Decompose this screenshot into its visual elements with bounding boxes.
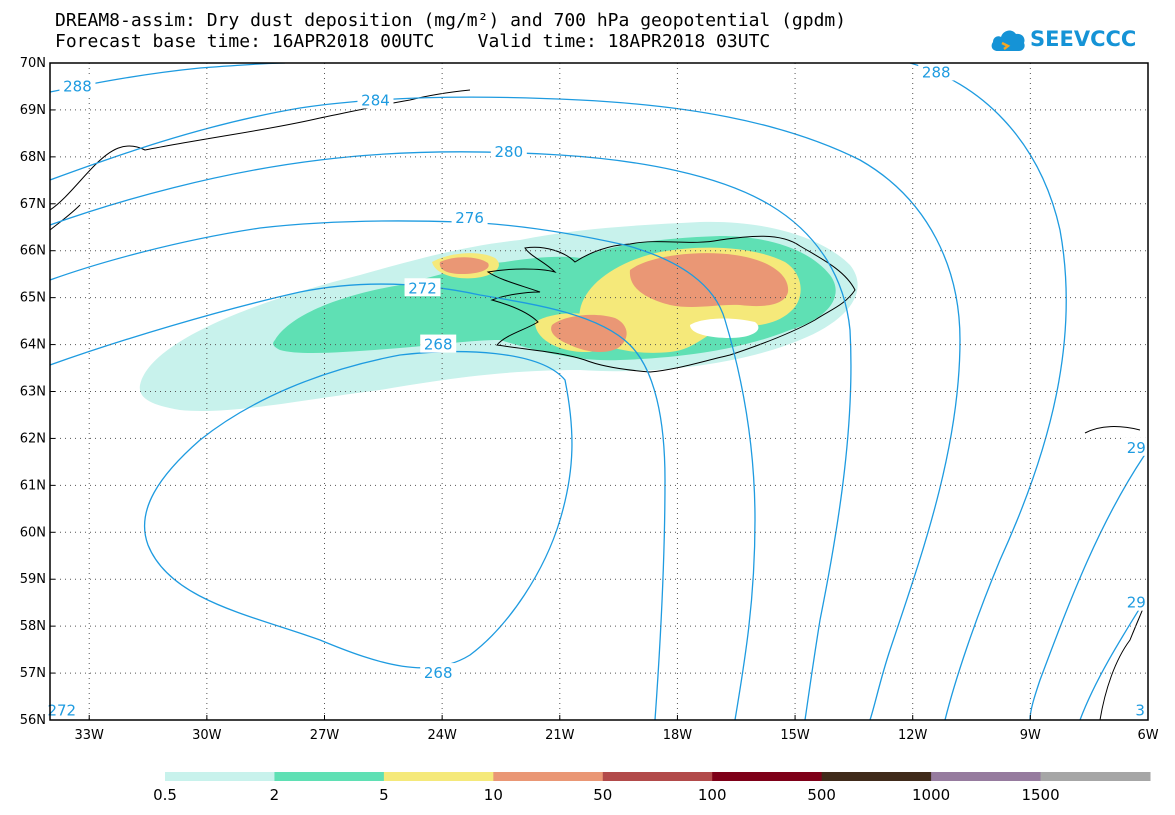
faroe-coastline	[1084, 426, 1141, 434]
colorbar-segment	[602, 772, 713, 781]
coastlines	[50, 89, 1148, 720]
contour-label-bg	[1123, 437, 1150, 456]
dust-level-10-south	[551, 314, 627, 352]
colorbar-label: 50	[593, 786, 612, 804]
contour-284	[50, 96, 961, 720]
lon-tick-label: 33W	[75, 728, 105, 743]
longitude-axis: 33W 30W 27W 24W 21W 18W 15W 12W 9W 6W	[75, 715, 1159, 743]
contour-label: 3	[1135, 702, 1145, 720]
lon-tick-label: 12W	[898, 728, 928, 743]
contour-280	[50, 151, 852, 720]
contour-labels: 288 284 280 276 272 268 268 288 29 29 272 3	[43, 62, 1150, 720]
graticule	[50, 63, 1148, 720]
geopotential-contours	[50, 63, 1148, 720]
lat-tick-label: 66N	[20, 244, 46, 259]
contour-label-bg	[1132, 700, 1149, 719]
colorbar-segment	[383, 772, 494, 781]
colorbar-segment	[821, 772, 932, 781]
colorbar-segment	[274, 772, 385, 781]
lat-tick-label: 61N	[20, 478, 46, 493]
lat-tick-label: 59N	[20, 572, 46, 587]
colorbar-segment	[712, 772, 823, 781]
cloud-icon	[991, 30, 1025, 51]
colorbar-segment	[1040, 772, 1151, 781]
contour-292-east	[1029, 449, 1148, 720]
iceland-coastline	[486, 235, 856, 373]
contour-276	[50, 220, 756, 720]
contour-label: 280	[494, 143, 523, 161]
contour-label: 276	[455, 209, 484, 227]
map-title: DREAM8-assim: Dry dust deposition (mg/m²…	[55, 10, 847, 31]
lat-tick-label: 60N	[20, 525, 46, 540]
contour-label-bg	[404, 278, 441, 297]
contour-label: 268	[424, 336, 453, 354]
contour-label-bg	[451, 207, 488, 226]
lon-tick-label: 30W	[192, 728, 222, 743]
no-dust-area	[690, 318, 759, 338]
lat-tick-label: 57N	[20, 666, 46, 681]
contour-288-east	[909, 63, 1067, 720]
colorbar-label: 2	[270, 786, 280, 804]
dust-level-10-north	[629, 253, 789, 308]
lat-tick-label: 69N	[20, 103, 46, 118]
lat-tick-label: 68N	[20, 150, 46, 165]
map-subtitle: Forecast base time: 16APR2018 00UTC Vali…	[55, 31, 771, 52]
colorbar-label: 5	[379, 786, 389, 804]
colorbar-label: 1500	[1021, 786, 1059, 804]
contour-268	[143, 350, 573, 669]
lat-tick-label: 58N	[20, 619, 46, 634]
contour-label: 29	[1127, 594, 1146, 612]
contour-272	[50, 283, 666, 720]
colorbar-label: 500	[807, 786, 836, 804]
contour-label-bg	[59, 76, 96, 95]
contour-label: 272	[408, 279, 437, 297]
lon-tick-label: 6W	[1137, 728, 1158, 743]
colorbar-segment	[165, 772, 275, 781]
contour-label-bg	[1123, 592, 1150, 611]
contour-label: 272	[47, 702, 76, 720]
contour-label-bg	[918, 62, 955, 81]
contour-label-bg	[490, 142, 527, 161]
lat-tick-label: 65N	[20, 291, 46, 306]
lat-tick-label: 62N	[20, 431, 46, 446]
colorbar-segment	[931, 772, 1042, 781]
contour-label: 268	[424, 664, 453, 682]
colorbar-label: 1000	[912, 786, 950, 804]
contour-label: 284	[361, 92, 390, 110]
colorbar-label: 0.5	[153, 786, 177, 804]
lon-tick-label: 9W	[1020, 728, 1041, 743]
lat-tick-label: 64N	[20, 338, 46, 353]
dust-deposition-shading	[139, 221, 858, 411]
colorbar-label: 100	[698, 786, 727, 804]
contour-label: 288	[922, 63, 951, 81]
lon-tick-label: 18W	[663, 728, 693, 743]
greenland-coastline	[50, 89, 471, 211]
contour-label-bg	[420, 663, 457, 682]
latitude-axis: 70N 69N 68N 67N 66N 65N 64N 63N 62N 61N 60N 59N 58N 5…	[20, 56, 55, 728]
logo-text: SEEVCCC	[1030, 27, 1137, 51]
contour-label-bg	[420, 334, 457, 353]
colorbar-segment	[493, 772, 604, 781]
seevccc-logo: SEEVCCC	[990, 20, 1136, 58]
lat-tick-label: 70N	[20, 56, 46, 71]
colorbar: 0.5 2 5 10 50 100 500 1000 1500	[153, 772, 1151, 804]
lon-tick-label: 27W	[310, 728, 340, 743]
contour-label: 288	[63, 77, 92, 95]
lon-tick-label: 15W	[780, 728, 810, 743]
contour-label: 29	[1127, 439, 1146, 457]
lat-tick-label: 67N	[20, 197, 46, 212]
dust-level-10-west	[439, 257, 489, 274]
contour-label-bg	[357, 90, 394, 109]
contour-label-bg	[43, 700, 80, 719]
greenland-coastline-2	[50, 204, 81, 231]
lat-tick-label: 56N	[20, 713, 46, 728]
colorbar-label: 10	[484, 786, 503, 804]
lat-tick-label: 63N	[20, 385, 46, 400]
map-content	[50, 63, 1148, 720]
lon-tick-label: 21W	[545, 728, 575, 743]
lon-tick-label: 24W	[427, 728, 457, 743]
